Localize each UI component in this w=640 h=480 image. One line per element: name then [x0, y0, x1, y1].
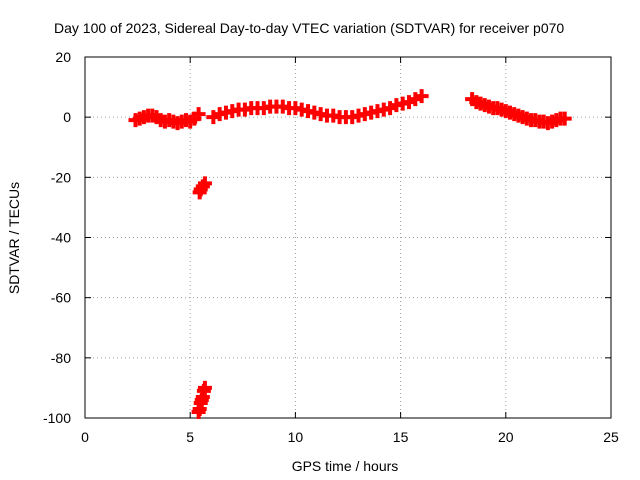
axis-ticks: 0 5 10 15 20 25 -100 -80 -60 -40 -20 0 20	[43, 49, 619, 445]
y-axis-label: SDTVAR / TECUs	[6, 182, 22, 294]
chart-title: Day 100 of 2023, Sidereal Day-to-day VTE…	[54, 20, 564, 36]
plot-frame	[84, 56, 612, 419]
x-tick-label: 20	[498, 429, 514, 445]
data-points	[128, 89, 572, 419]
data-point	[197, 176, 212, 191]
data-point	[414, 89, 429, 104]
x-tick-label: 15	[393, 429, 409, 445]
x-tick-label: 25	[603, 429, 619, 445]
x-tick-label: 0	[81, 429, 89, 445]
y-tick-label: -20	[51, 169, 71, 185]
data-point	[557, 111, 572, 126]
x-tick-label: 10	[288, 429, 304, 445]
data-point	[197, 380, 212, 395]
y-tick-label: -100	[43, 410, 71, 426]
x-axis-label: GPS time / hours	[292, 458, 399, 474]
y-tick-label: -80	[51, 350, 71, 366]
y-tick-label: 0	[63, 109, 71, 125]
y-tick-label: 20	[55, 49, 71, 65]
y-tick-label: -60	[51, 290, 71, 306]
data-point	[191, 107, 206, 122]
grid-lines	[85, 57, 611, 418]
x-tick-label: 5	[186, 429, 194, 445]
y-tick-label: -40	[51, 230, 71, 246]
